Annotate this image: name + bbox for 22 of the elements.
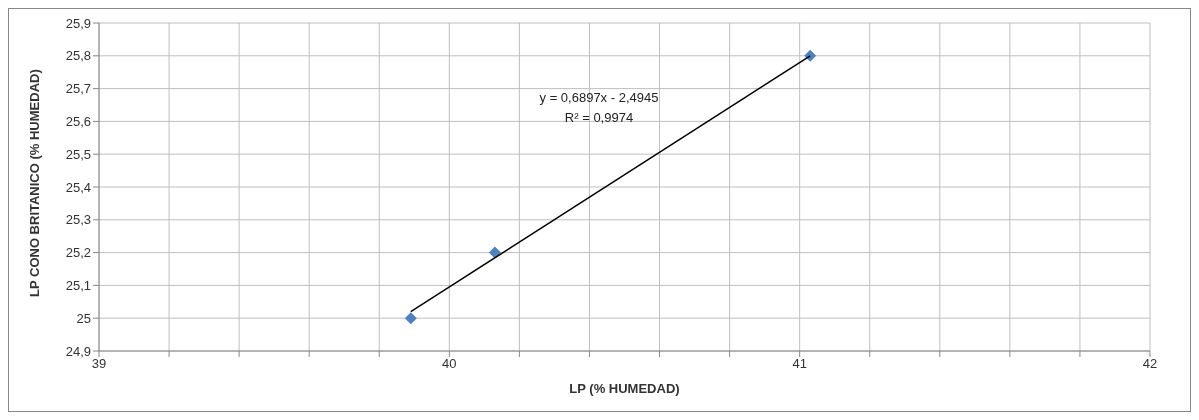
y-tick-label: 25,9 <box>65 15 91 31</box>
y-tick-label: 25,3 <box>65 212 91 228</box>
x-tick-label: 39 <box>91 356 107 372</box>
annotation: y = 0,6897x - 2,4945 <box>539 90 659 105</box>
x-axis-title: LP (% HUMEDAD) <box>569 381 680 396</box>
point <box>404 312 417 325</box>
x-tick-label: 41 <box>792 356 807 372</box>
y-tick-label: 24,9 <box>65 343 91 359</box>
y-tick-label: 25 <box>76 310 91 326</box>
y-axis-title: LP CONO BRITANICO (% HUMEDAD) <box>26 69 42 297</box>
y-tick-label: 25,8 <box>65 48 91 64</box>
point <box>804 49 817 62</box>
x-tick-label: 42 <box>1142 356 1158 372</box>
annotation: R² = 0,9974 <box>564 110 634 125</box>
y-tick-label: 25,5 <box>65 146 91 162</box>
y-tick-label: 25,2 <box>65 245 91 261</box>
y-tick-label: 25,6 <box>65 114 91 130</box>
x-tick-label: 40 <box>442 356 457 372</box>
y-tick-label: 25,1 <box>65 278 91 294</box>
y-tick-label: 25,4 <box>65 179 91 195</box>
y-tick-label: 25,7 <box>65 81 91 97</box>
point <box>488 246 501 259</box>
